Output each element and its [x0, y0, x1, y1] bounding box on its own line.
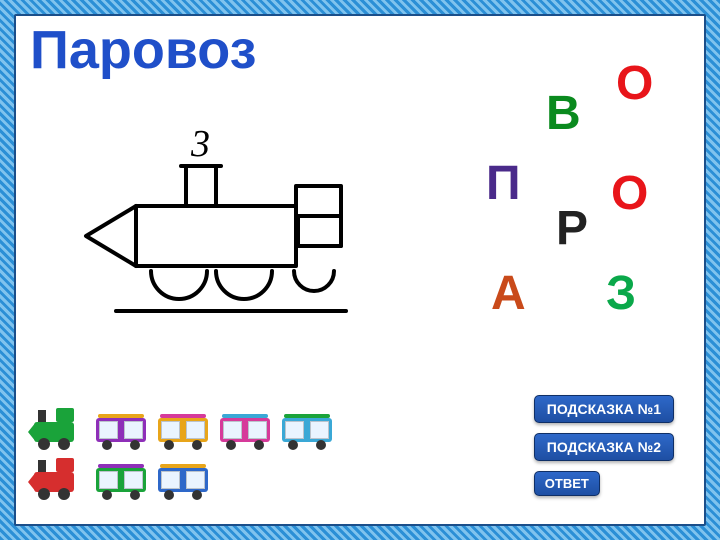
scrambled-letter: З — [606, 266, 636, 321]
mini-train-car — [154, 460, 212, 500]
hint-1-button[interactable]: ПОДСКАЗКА №1 — [534, 395, 674, 423]
mini-train-row — [28, 406, 408, 450]
scrambled-letter: О — [616, 56, 653, 111]
answer-title: Паровоз — [30, 22, 250, 79]
mini-train-car — [154, 410, 212, 450]
scrambled-letter: Р — [556, 201, 588, 256]
mini-locomotive — [28, 456, 88, 500]
content-panel: Паровоз 3 — [14, 14, 706, 526]
scrambled-letter: П — [486, 156, 521, 211]
button-group: ПОДСКАЗКА №1 ПОДСКАЗКА №2 ОТВЕТ — [534, 395, 674, 496]
hint-2-button[interactable]: ПОДСКАЗКА №2 — [534, 433, 674, 461]
mini-train-car — [92, 460, 150, 500]
scrambled-letter: В — [546, 86, 581, 141]
smoke-digit: 3 — [190, 123, 210, 165]
decorative-trains — [28, 406, 408, 506]
mini-train-car — [216, 410, 274, 450]
mini-locomotive — [28, 406, 88, 450]
answer-button[interactable]: ОТВЕТ — [534, 471, 600, 496]
mini-train-row — [28, 456, 408, 500]
outer-frame: Паровоз 3 — [0, 0, 720, 540]
scrambled-letter: А — [491, 266, 526, 321]
train-line-drawing: 3 — [76, 116, 396, 356]
scrambled-letters: ОВПОРАЗ — [446, 46, 686, 326]
mini-train-car — [278, 410, 336, 450]
scrambled-letter: О — [611, 166, 648, 221]
mini-train-car — [92, 410, 150, 450]
